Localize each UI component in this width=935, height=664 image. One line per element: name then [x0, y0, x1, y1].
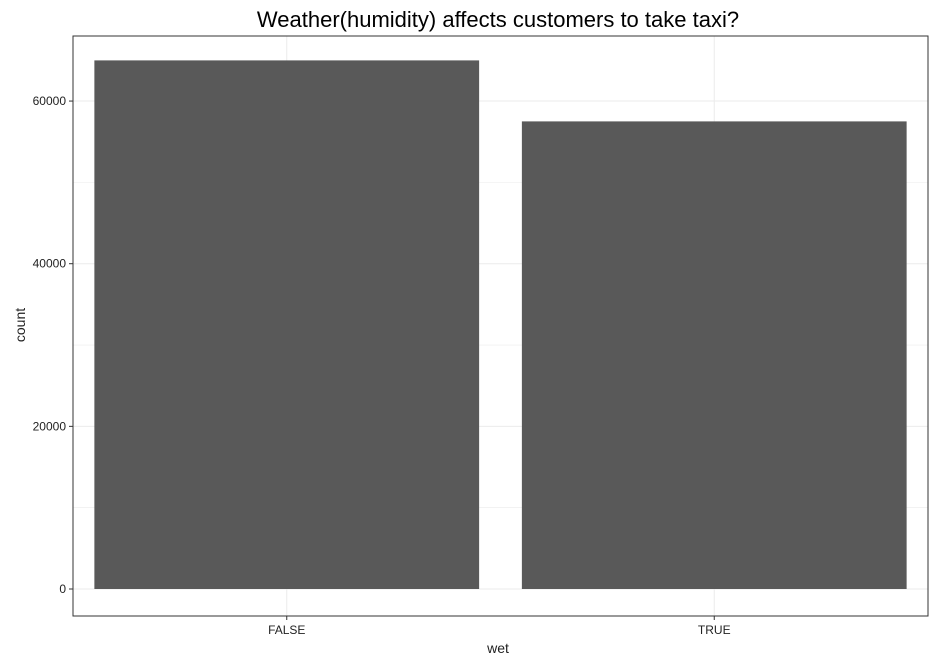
bar-true	[521, 121, 907, 589]
chart-title: Weather(humidity) affects customers to t…	[257, 7, 739, 32]
panel-border	[72, 35, 929, 617]
x-tick-label: TRUE	[698, 623, 731, 637]
y-tick-label: 60000	[33, 94, 67, 108]
bars-group	[94, 60, 907, 590]
y-tick-label: 20000	[33, 419, 67, 433]
x-axis-title: wet	[486, 640, 509, 656]
y-tick-label: 0	[59, 582, 66, 596]
y-tick-label: 40000	[33, 257, 67, 271]
bar-false	[94, 60, 480, 590]
y-axis-title: count	[12, 308, 28, 342]
x-axis: FALSE TRUE	[268, 616, 731, 637]
x-tick-label: FALSE	[268, 623, 305, 637]
y-axis: 0 20000 40000 60000	[33, 94, 73, 596]
